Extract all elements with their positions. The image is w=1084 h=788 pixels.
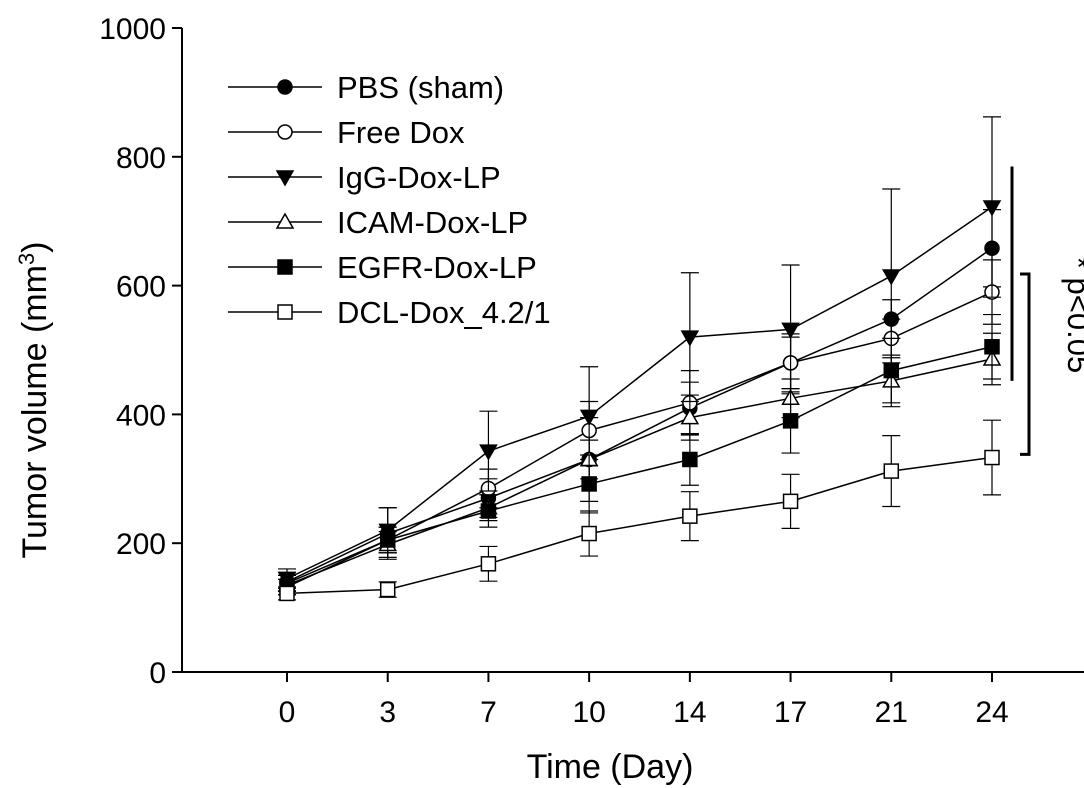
data-point: [479, 444, 498, 461]
data-point: [579, 409, 599, 426]
legend-marker: [277, 124, 293, 140]
data-point: [782, 493, 799, 510]
bracket-outer: [1020, 272, 1031, 456]
data-point: [883, 362, 900, 379]
x-tick-label: 10: [572, 696, 605, 729]
data-point: [480, 503, 497, 519]
data-point: [581, 525, 597, 542]
series-line: [286, 358, 993, 586]
x-tick-label: 14: [673, 696, 706, 729]
legend-label: EGFR-Dox-LP: [337, 250, 537, 285]
legend-item-2: Free Dox: [228, 115, 465, 150]
data-point: [581, 476, 597, 492]
y-axis-label-close: ): [16, 241, 54, 252]
data-point: [682, 451, 698, 468]
legend-item-5: EGFR-Dox-LP: [228, 250, 537, 285]
y-axis-label-superscript: 3: [14, 253, 39, 265]
data-point: [781, 322, 800, 339]
legend-item-3: IgG-Dox-LP: [228, 160, 501, 195]
y-tick-label: 1000: [99, 13, 166, 46]
data-point: [782, 413, 799, 429]
x-axis-label: Time (Day): [527, 748, 694, 786]
series-line: [286, 206, 993, 580]
series-5: [278, 313, 1001, 596]
data-point: [883, 463, 900, 479]
legend-marker: [275, 212, 295, 229]
data-point: [984, 449, 1000, 466]
x-tick-label: 3: [379, 696, 396, 729]
series-line: [286, 456, 993, 595]
y-tick-label: 600: [116, 271, 166, 304]
legend-marker: [277, 259, 293, 275]
data-point: [379, 581, 396, 598]
x-tick-label: 21: [875, 696, 908, 729]
legend-marker: [277, 79, 293, 95]
legend-item-1: PBS (sham): [228, 70, 504, 105]
axes: 0 200 400 600 800 1000 0 3 7 10 14 17 21 24: [99, 13, 1084, 729]
series-line: [286, 291, 993, 584]
legend-item-4: ICAM-Dox-LP: [228, 205, 528, 240]
series-6: [278, 419, 1001, 602]
legend-label: PBS (sham): [337, 70, 504, 105]
x-tick-label: 24: [975, 696, 1008, 729]
data-point: [480, 556, 497, 572]
legend-marker: [275, 170, 295, 187]
y-axis-label: Tumor volume (mm3): [14, 241, 54, 558]
x-tick-label: 7: [480, 696, 497, 729]
data-point: [680, 408, 700, 425]
y-tick-label: 0: [149, 657, 166, 690]
data-point: [680, 330, 700, 347]
legend-label: DCL-Dox_4.2/1: [337, 295, 551, 330]
series-line: [286, 247, 993, 583]
data-point: [682, 508, 698, 524]
x-tick-label: 0: [279, 696, 296, 729]
series-line: [286, 346, 993, 588]
data-point: [279, 585, 295, 602]
data-point: [982, 200, 1002, 217]
legend-label: IgG-Dox-LP: [337, 160, 501, 195]
legend: PBS (sham) Free Dox IgG-Dox-LP ICAM-Dox-LP E…: [228, 70, 551, 330]
series-layer: [277, 116, 1002, 602]
significance-label: * p<0.05: [1061, 257, 1084, 373]
data-point: [379, 532, 396, 548]
legend-item-6: DCL-Dox_4.2/1: [228, 295, 551, 330]
legend-marker: [277, 304, 293, 320]
data-point: [881, 269, 901, 286]
x-tick-label: 17: [774, 696, 807, 729]
significance-bracket: [1010, 166, 1031, 456]
y-tick-label: 400: [116, 399, 166, 432]
y-axis-label-main: Tumor volume (mm: [16, 265, 54, 558]
legend-label: ICAM-Dox-LP: [337, 205, 528, 240]
y-tick-label: 800: [116, 142, 166, 175]
legend-label: Free Dox: [337, 115, 465, 150]
y-tick-label: 200: [116, 528, 166, 561]
data-point: [984, 339, 1000, 355]
